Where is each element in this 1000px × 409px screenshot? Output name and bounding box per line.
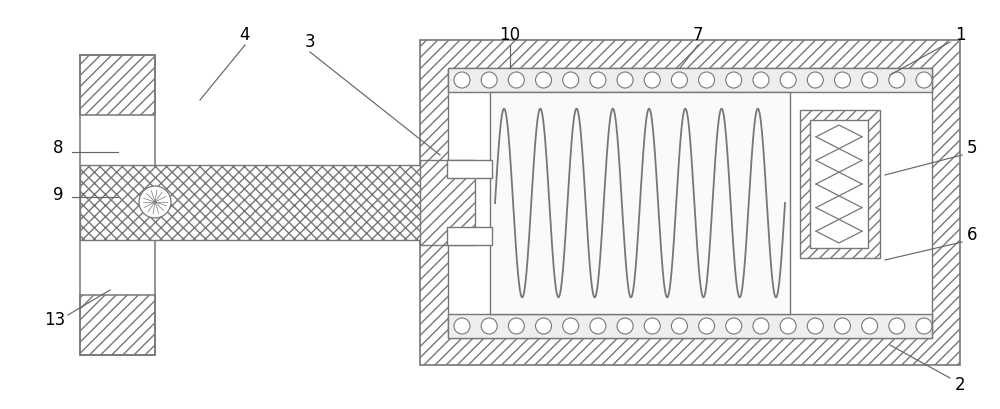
Circle shape [889,72,905,88]
Circle shape [508,72,524,88]
Text: 3: 3 [305,33,315,51]
Circle shape [780,318,796,334]
Circle shape [454,72,470,88]
Bar [420,40,960,365]
Circle shape [590,72,606,88]
Text: 13: 13 [44,311,66,329]
Text: 6: 6 [967,226,977,244]
Circle shape [617,72,633,88]
Text: 7: 7 [693,26,703,44]
Text: 9: 9 [53,186,63,204]
Circle shape [753,72,769,88]
Circle shape [644,318,660,334]
Circle shape [671,318,687,334]
Circle shape [726,318,742,334]
Text: 4: 4 [240,26,250,44]
Bar [447,227,492,245]
Bar [800,110,880,258]
Bar [80,165,435,240]
Circle shape [536,318,552,334]
Bar [448,68,932,338]
Circle shape [889,318,905,334]
Circle shape [481,72,497,88]
Bar [420,160,475,245]
Bar [490,92,790,314]
Text: 1: 1 [955,26,965,44]
Circle shape [590,318,606,334]
Circle shape [563,318,579,334]
Text: 10: 10 [499,26,521,44]
Circle shape [862,72,878,88]
Circle shape [916,72,932,88]
Bar [448,314,932,338]
Circle shape [862,318,878,334]
Text: 2: 2 [955,376,965,394]
Circle shape [481,318,497,334]
Circle shape [780,72,796,88]
Bar [80,55,155,115]
Circle shape [563,72,579,88]
Circle shape [753,318,769,334]
Circle shape [916,318,932,334]
Bar [80,295,155,355]
Circle shape [536,72,552,88]
Circle shape [726,72,742,88]
Circle shape [644,72,660,88]
Circle shape [617,318,633,334]
Circle shape [807,318,823,334]
Circle shape [834,318,850,334]
Circle shape [807,72,823,88]
Circle shape [699,318,715,334]
Bar [448,68,932,92]
Circle shape [671,72,687,88]
Circle shape [454,318,470,334]
Circle shape [139,186,171,218]
Bar [447,160,492,178]
Text: 8: 8 [53,139,63,157]
Bar [810,120,868,248]
Circle shape [508,318,524,334]
Text: 5: 5 [967,139,977,157]
Circle shape [834,72,850,88]
Circle shape [699,72,715,88]
